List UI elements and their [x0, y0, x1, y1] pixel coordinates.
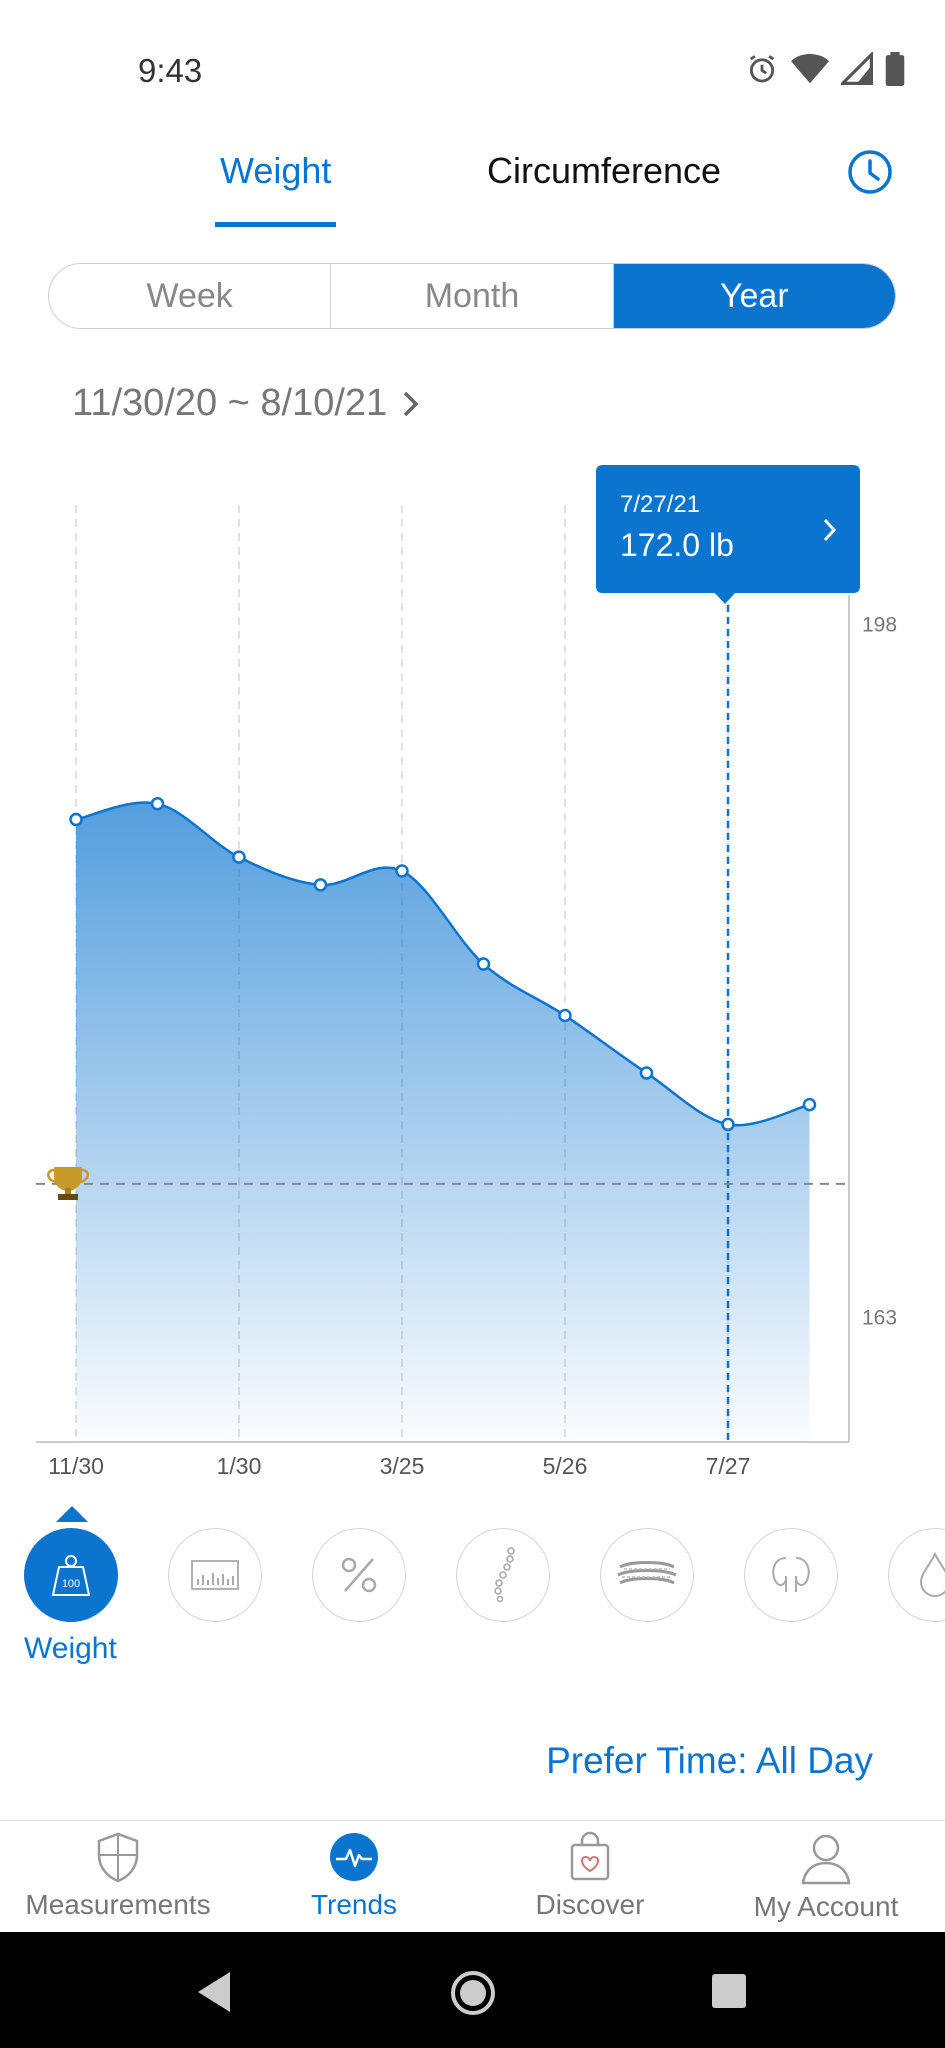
tooltip-tail	[714, 592, 736, 604]
metric-pointer	[56, 1506, 88, 1522]
tab-weight-indicator	[215, 222, 336, 227]
nav-trends-label: Trends	[310, 1889, 398, 1920]
metric-bone[interactable]	[456, 1528, 550, 1622]
nav-discover-label: Discover	[535, 1889, 645, 1920]
nav-account[interactable]: My Account	[708, 1821, 944, 1933]
period-week[interactable]: Week	[146, 276, 233, 315]
status-icons	[745, 52, 905, 86]
metric-bmi[interactable]	[168, 1528, 262, 1622]
period-month[interactable]: Month	[330, 264, 614, 328]
weight-line	[75, 801, 810, 1127]
trophy-icon	[47, 1167, 89, 1200]
data-point	[232, 850, 246, 864]
period-selector: Week Month Year	[48, 263, 896, 329]
scale-weight-icon: 100	[51, 1555, 91, 1596]
metric-water[interactable]	[888, 1528, 945, 1622]
tab-circumference[interactable]: Circumference	[487, 150, 722, 191]
data-point	[476, 957, 491, 971]
history-button[interactable]	[846, 148, 894, 196]
y-tick-label: 163	[862, 1306, 897, 1329]
bar-chart-icon	[191, 1560, 239, 1590]
wifi-icon	[791, 53, 829, 84]
nav-account-label: My Account	[753, 1891, 899, 1922]
x-tick-label: 3/25	[380, 1453, 425, 1479]
metric-active-label: Weight	[24, 1632, 117, 1665]
water-drop-icon	[919, 1551, 945, 1597]
spine-icon	[494, 1547, 515, 1603]
x-tick-label: 5/26	[543, 1453, 588, 1479]
chevron-right-icon	[403, 391, 419, 416]
metric-body-fat[interactable]	[312, 1528, 406, 1622]
shopping-bag-icon	[570, 1831, 610, 1881]
metric-visceral[interactable]	[744, 1528, 838, 1622]
weight-trend-chart[interactable]: 11/30 1/30 3/25 5/26 7/27 198 163	[0, 455, 945, 1505]
data-point	[721, 1117, 735, 1132]
value-tooltip[interactable]: 7/27/21 172.0 lb	[596, 465, 860, 593]
shield-icon	[97, 1832, 139, 1883]
back-icon[interactable]	[194, 1970, 234, 2014]
signal-icon	[841, 52, 873, 85]
alarm-icon	[749, 55, 775, 83]
tooltip-value: 172.0 lb	[620, 527, 734, 563]
home-icon[interactable]	[450, 1970, 496, 2016]
kidney-icon	[772, 1557, 810, 1592]
data-point	[313, 878, 328, 892]
nav-measurements-label: Measurements	[25, 1889, 211, 1920]
heartbeat-icon	[330, 1833, 378, 1881]
period-year[interactable]: Year	[613, 264, 895, 328]
svg-text:100: 100	[62, 1578, 80, 1590]
y-tick-label: 198	[862, 614, 897, 637]
tab-weight[interactable]: Weight	[220, 150, 332, 191]
x-tick-label: 7/27	[706, 1453, 751, 1479]
chevron-right-icon	[823, 518, 837, 542]
date-range-label: 11/30/20 ~ 8/10/21	[72, 382, 388, 424]
data-point	[639, 1066, 654, 1080]
prefer-time-button[interactable]: Prefer Time: All Day	[546, 1740, 873, 1781]
nav-measurements[interactable]: Measurements	[0, 1821, 236, 1933]
status-time: 9:43	[138, 52, 203, 89]
user-icon	[801, 1834, 851, 1885]
data-point	[150, 796, 165, 811]
nav-discover[interactable]: Discover	[472, 1821, 708, 1933]
bottom-nav: Measurements Trends Discover My Account	[0, 1820, 945, 1933]
system-nav-bar	[0, 1932, 945, 2048]
recents-icon[interactable]	[710, 1972, 748, 2010]
clock-icon	[848, 150, 892, 194]
battery-icon	[885, 52, 905, 86]
x-tick-label: 1/30	[217, 1453, 262, 1479]
metric-weight[interactable]: 100	[24, 1528, 118, 1622]
metric-muscle[interactable]	[600, 1528, 694, 1622]
data-point	[802, 1097, 817, 1112]
weight-area	[76, 802, 810, 1442]
data-point	[69, 812, 83, 827]
x-tick-label: 11/30	[48, 1453, 104, 1479]
muscle-icon	[617, 1561, 677, 1585]
data-point	[558, 1008, 572, 1023]
nav-trends[interactable]: Trends	[236, 1821, 472, 1933]
percent-icon	[341, 1557, 377, 1593]
data-point	[395, 864, 409, 878]
tooltip-date: 7/27/21	[620, 491, 701, 518]
date-range-selector[interactable]: 11/30/20 ~ 8/10/21	[72, 382, 421, 425]
